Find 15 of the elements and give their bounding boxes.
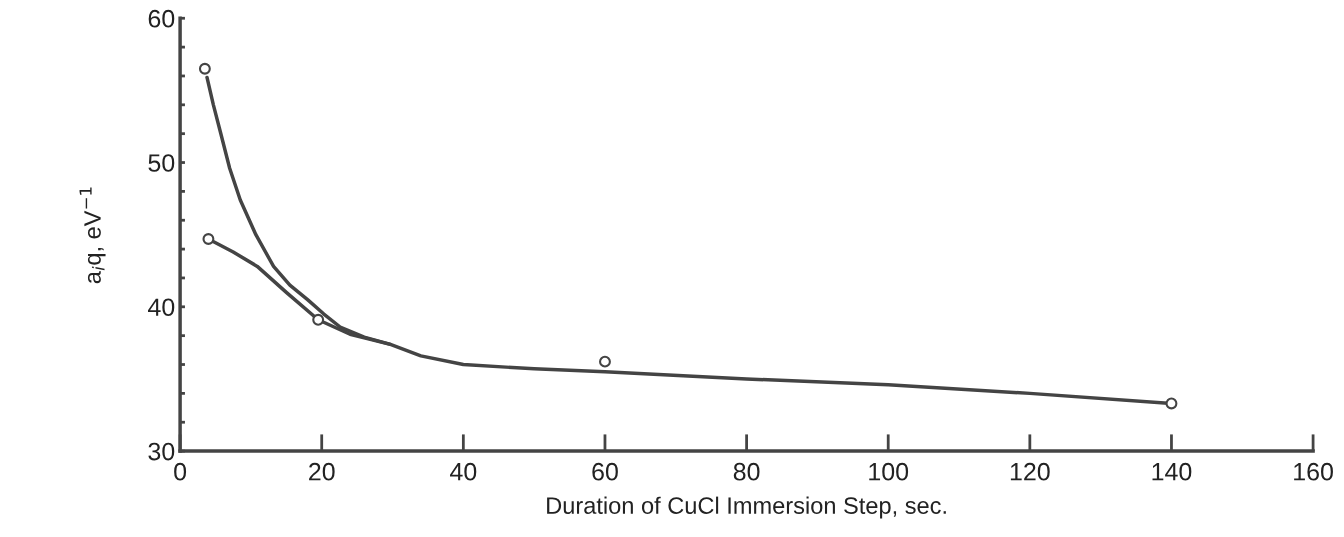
y-tick-label: 30 bbox=[148, 442, 175, 461]
y-tick-label: 40 bbox=[148, 298, 175, 317]
x-tick-label: 40 bbox=[450, 462, 477, 481]
x-tick-label: 140 bbox=[1152, 462, 1192, 481]
x-tick-label: 60 bbox=[592, 462, 618, 481]
x-tick-label: 0 bbox=[174, 462, 187, 481]
y-tick-label: 50 bbox=[148, 154, 175, 172]
x-tick-label: 80 bbox=[733, 462, 760, 481]
x-tick-label: 120 bbox=[1010, 462, 1050, 481]
y-axis-title: a$_{i}$q, eV$^{−1}$ bbox=[79, 187, 106, 284]
x-axis-title: Duration of CuCl Immersion Step, sec. bbox=[547, 496, 946, 519]
x-tick-label: 160 bbox=[1294, 462, 1333, 481]
x-tick-label: 100 bbox=[869, 462, 909, 481]
y-tick-label: 60 bbox=[148, 9, 175, 28]
x-tick-label: 20 bbox=[309, 462, 335, 481]
